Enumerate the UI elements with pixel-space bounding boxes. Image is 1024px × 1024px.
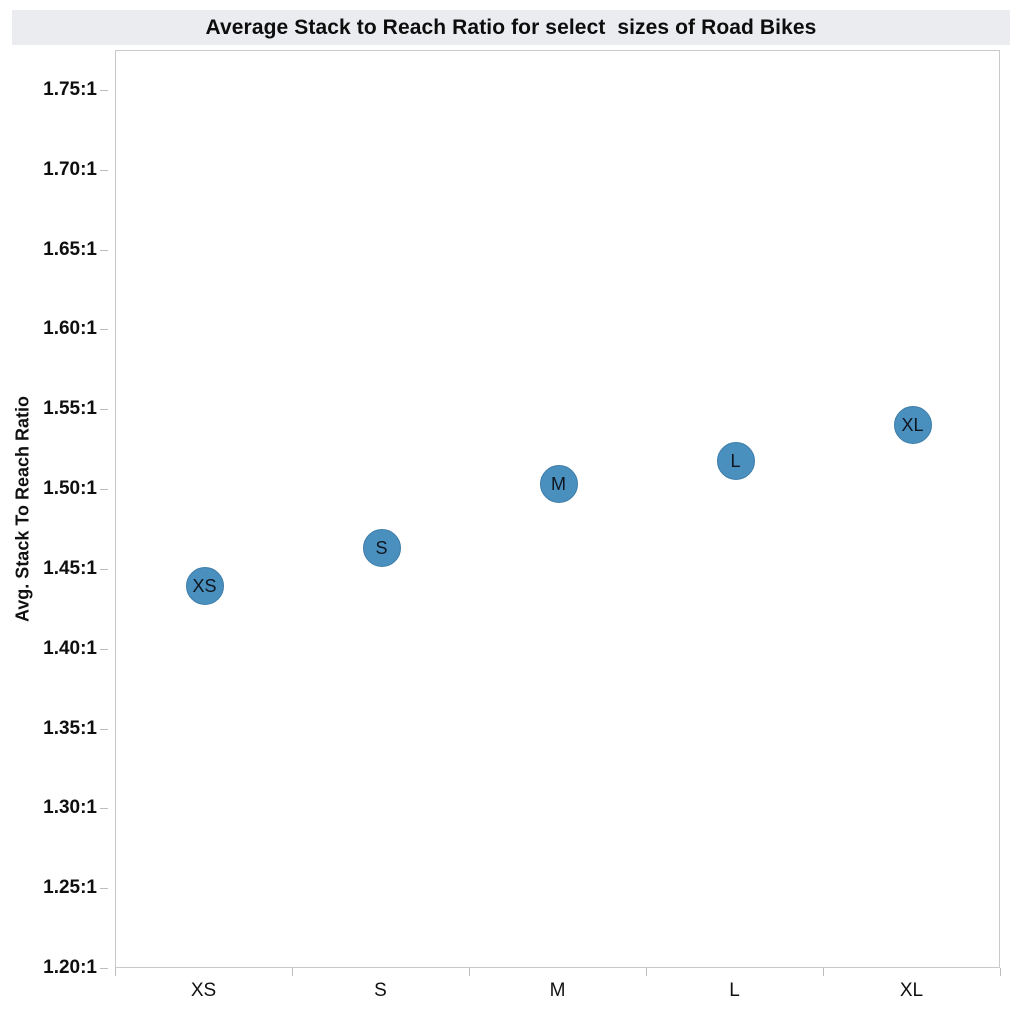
data-point-label: XL [901,414,924,435]
plot-area: XS S M L XL [115,50,1000,968]
data-point-marker[interactable]: M [539,464,578,503]
y-axis-tick-label: 1.45:1 [43,557,97,579]
y-axis-tick: 1.25:1 [0,877,115,898]
y-axis-tick-label: 1.75:1 [43,78,97,100]
data-point-marker[interactable]: S [362,528,401,567]
y-axis-tick: 1.70:1 [0,159,115,180]
x-axis-tick-label: S [374,980,387,1001]
y-axis-tick: 1.55:1 [0,398,115,419]
y-axis-tick-label: 1.50:1 [43,478,97,500]
x-axis-tick-label: L [729,980,740,1001]
chart-title: Average Stack to Reach Ratio for select … [205,16,817,39]
y-axis-tick: 1.30:1 [0,797,115,818]
y-axis-tick-mark [100,489,108,491]
y-axis-tick-label: 1.55:1 [43,398,97,420]
y-axis-tick-mark [100,329,108,331]
x-axis-tick-label: XL [899,980,924,1001]
data-point-label: L [730,451,741,472]
y-axis-tick: 1.65:1 [0,239,115,260]
y-axis-tick-label: 1.30:1 [43,797,97,819]
data-point-label: S [375,537,388,558]
y-axis-tick-mark [100,968,108,969]
data-point-label: M [551,473,566,494]
x-axis-tick-mark [646,968,647,976]
data-point-marker[interactable]: XL [893,405,932,444]
y-axis-title-wrapper: Avg. Stack To Reach Ratio [8,50,38,968]
y-axis-tick-mark [100,169,108,171]
y-axis-tick-mark [100,89,108,91]
data-point-label: XS [192,575,217,596]
x-axis-tick-label: XS [190,980,217,1001]
y-axis-tick: 1.20:1 [0,957,115,978]
data-point-marker[interactable]: L [716,442,755,481]
y-axis-tick-mark [100,808,108,810]
y-axis-tick: 1.35:1 [0,718,115,739]
y-axis-tick: 1.50:1 [0,478,115,499]
y-axis-tick-label: 1.20:1 [43,957,97,978]
x-axis-tick-label: M [549,980,566,1001]
y-axis-tick: 1.75:1 [0,79,115,100]
x-axis-tick-mark [1000,968,1001,976]
chart-title-band: Average Stack to Reach Ratio for select … [12,10,1010,45]
x-axis-tick-mark [115,968,116,976]
y-axis-tick-mark [100,568,108,570]
x-axis-tick-mark [469,968,470,976]
y-axis-tick-mark [100,409,108,411]
y-axis-tick: 1.45:1 [0,558,115,579]
y-axis-tick-label: 1.35:1 [43,717,97,739]
y-axis-title: Avg. Stack To Reach Ratio [12,395,33,623]
y-axis-tick-mark [100,728,108,730]
x-axis-tick-mark [823,968,824,976]
y-axis-tick-label: 1.65:1 [43,238,97,260]
y-axis-tick: 1.60:1 [0,318,115,339]
y-axis-tick-mark [100,249,108,251]
data-point-marker[interactable]: XS [185,566,224,605]
y-axis-tick-label: 1.40:1 [43,637,97,659]
y-axis-tick: 1.40:1 [0,638,115,659]
y-axis-tick-label: 1.60:1 [43,318,97,340]
y-axis-tick-mark [100,648,108,650]
y-axis-tick-label: 1.25:1 [43,877,97,899]
x-axis-tick-mark [292,968,293,976]
y-axis-tick-mark [100,888,108,890]
y-axis-tick-label: 1.70:1 [43,158,97,180]
